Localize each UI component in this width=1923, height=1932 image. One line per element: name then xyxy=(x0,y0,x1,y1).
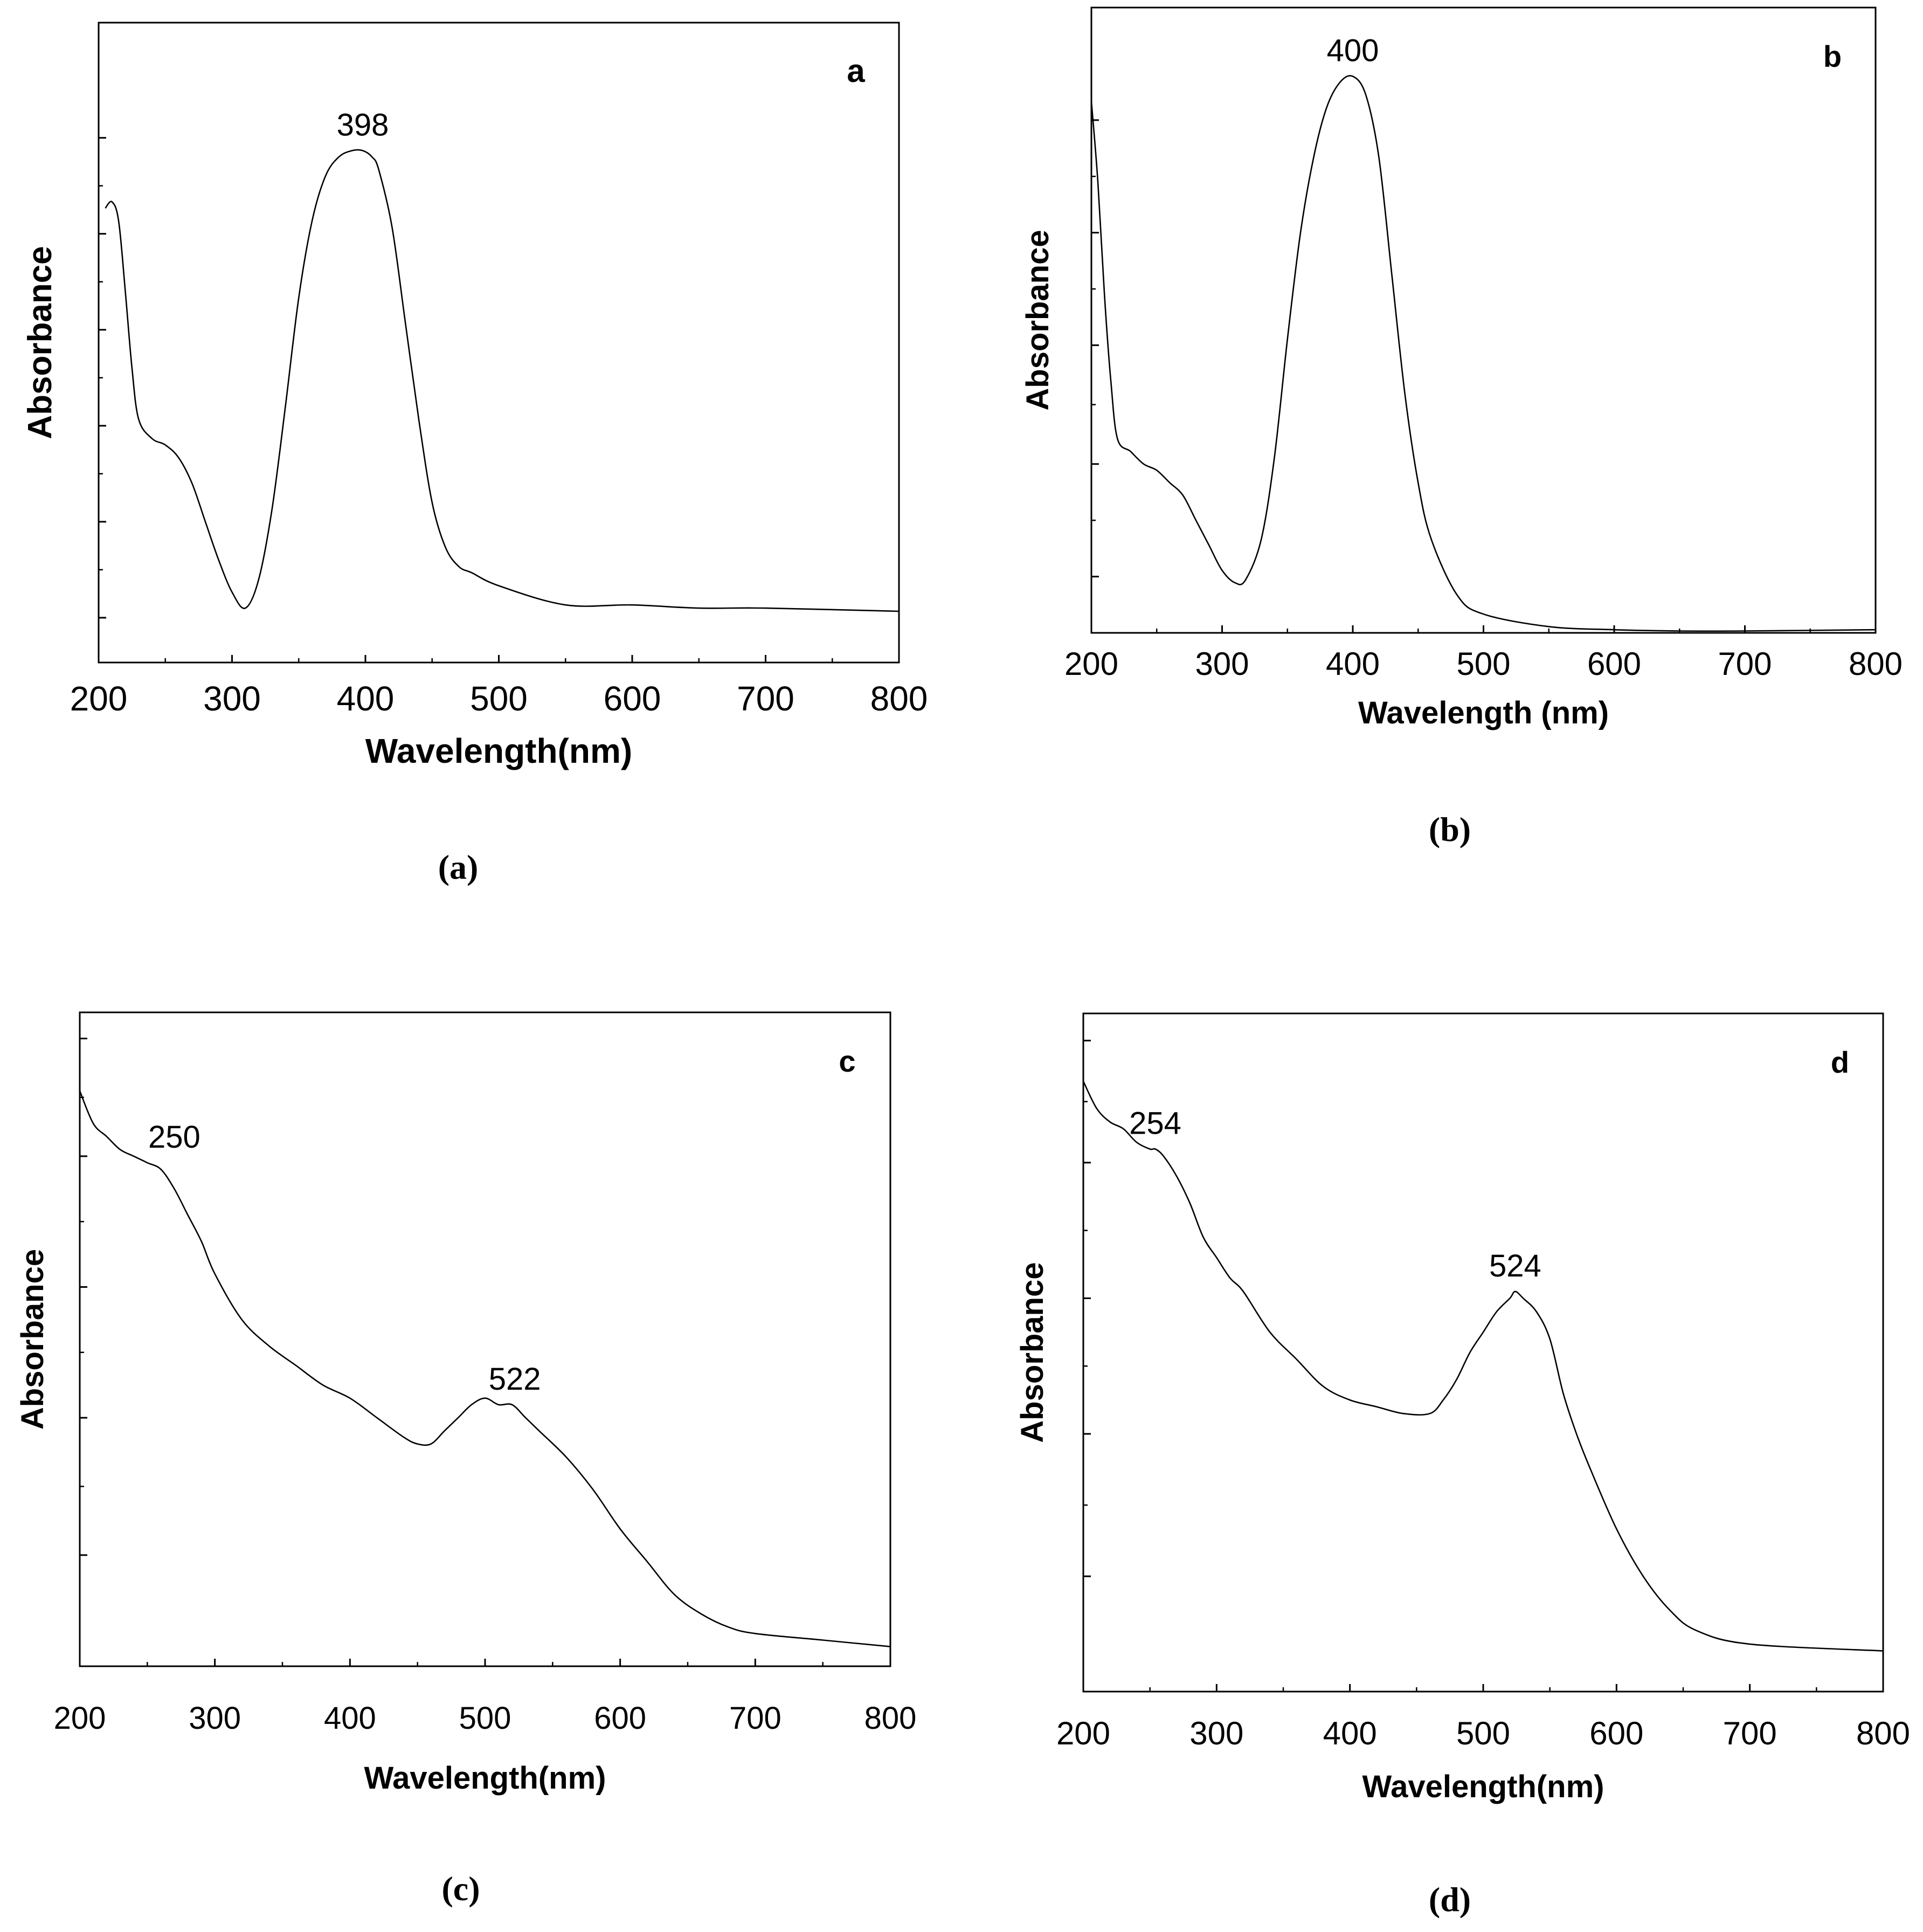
y-axis-label: Absorbance xyxy=(1015,1262,1050,1443)
spectrum-line xyxy=(1082,1081,1884,1652)
x-tick-label: 200 xyxy=(54,1701,106,1736)
x-tick-label: 800 xyxy=(1849,646,1903,682)
x-tick-label: 500 xyxy=(1456,1715,1510,1751)
x-tick-label: 800 xyxy=(1856,1715,1910,1751)
x-tick-label: 700 xyxy=(1718,646,1772,682)
caption-c: (c) xyxy=(441,1869,480,1908)
x-tick-label: 400 xyxy=(337,679,395,718)
x-tick-label: 300 xyxy=(1195,646,1249,682)
peak-label: 524 xyxy=(1489,1248,1541,1284)
x-tick-label: 200 xyxy=(1064,646,1118,682)
x-tick-label: 600 xyxy=(594,1701,646,1736)
panel-c: 200 300 400 500 600 700 800 250 522 c Wavelength(n… xyxy=(15,1011,917,1796)
panel-letter: d xyxy=(1831,1045,1849,1079)
x-axis-label: Wavelength(nm) xyxy=(364,1761,606,1796)
x-tick-label: 300 xyxy=(203,679,261,718)
y-axis-label: Absorbance xyxy=(1020,230,1055,410)
y-axis-label: Absorbance xyxy=(15,1249,50,1430)
spectrum-line xyxy=(1090,75,1876,632)
x-axis-label: Wavelength (nm) xyxy=(1358,695,1609,730)
panel-a: 200 300 400 500 600 700 800 398 a Wavelength(nm) A… xyxy=(22,22,928,770)
x-tick-label: 700 xyxy=(1723,1715,1777,1751)
x-tick-label: 600 xyxy=(1587,646,1641,682)
x-tick-label: 300 xyxy=(189,1701,241,1736)
panel-letter: b xyxy=(1823,39,1842,73)
x-tick-label: 800 xyxy=(870,679,928,718)
x-axis-label: Wavelength(nm) xyxy=(365,732,632,770)
peak-label: 250 xyxy=(148,1120,200,1155)
y-axis-label: Absorbance xyxy=(22,246,59,439)
peak-label: 400 xyxy=(1327,33,1379,68)
x-tick-label: 400 xyxy=(1326,646,1380,682)
spectrum-line xyxy=(105,149,900,612)
caption-a: (a) xyxy=(438,848,479,886)
x-tick-label: 800 xyxy=(864,1701,917,1736)
x-tick-label: 700 xyxy=(729,1701,781,1736)
panel-d: 200 300 400 500 600 700 800 254 524 d Wavelength(n… xyxy=(1015,1012,1910,1804)
x-tick-label: 200 xyxy=(1056,1715,1110,1751)
peak-label: 398 xyxy=(337,107,389,142)
x-tick-label: 500 xyxy=(470,679,528,718)
x-tick-label: 500 xyxy=(1456,646,1510,682)
x-tick-label: 600 xyxy=(1589,1715,1643,1751)
peak-label: 522 xyxy=(489,1362,541,1397)
caption-b: (b) xyxy=(1429,810,1471,848)
x-axis-label: Wavelength(nm) xyxy=(1362,1769,1604,1804)
x-tick-label: 600 xyxy=(604,679,661,718)
peak-label: 254 xyxy=(1129,1106,1181,1141)
panel-letter: a xyxy=(847,53,865,89)
panel-letter: c xyxy=(839,1044,855,1078)
spectrum-line xyxy=(79,1091,891,1647)
x-tick-label: 400 xyxy=(324,1701,376,1736)
x-tick-label: 200 xyxy=(70,679,128,718)
x-tick-label: 400 xyxy=(1323,1715,1377,1751)
panel-b: 200 300 400 500 600 700 800 400 b Wavelength (nm)… xyxy=(1020,6,1903,730)
caption-d: (d) xyxy=(1429,1880,1471,1919)
x-tick-label: 300 xyxy=(1189,1715,1243,1751)
x-tick-label: 500 xyxy=(459,1701,511,1736)
x-tick-label: 700 xyxy=(737,679,794,718)
